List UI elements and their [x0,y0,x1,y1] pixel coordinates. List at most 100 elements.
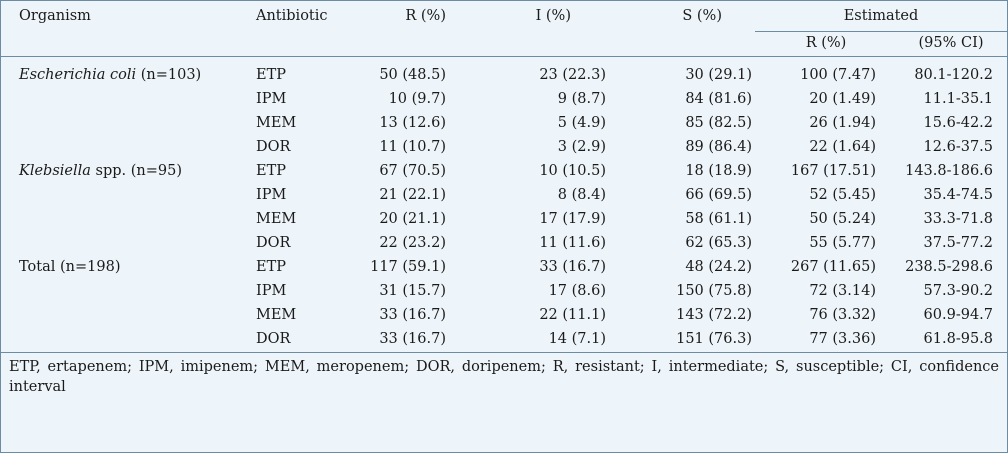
i-cell: 9 (8.7) [557,91,606,107]
r-cell: 31 (15.7) [379,283,446,299]
estimated-r-cell: 72 (3.14) [809,283,876,299]
s-cell: 18 (18.9) [685,163,752,179]
antibiotic-cell: MEM [256,115,297,131]
organism-cell: Escherichia coli (n=103) [1,57,256,89]
estimated-r-cell: 26 (1.94) [809,115,876,131]
table-row: Klebsiella spp. (n=95) ETP 67 (70.5) 10 (10… [1,160,1007,184]
s-cell: 143 (72.2) [676,307,752,323]
s-cell: 85 (82.5) [685,115,752,131]
header-r: R (%) [405,8,446,24]
organism-cell: Total (n=198) [1,256,256,280]
i-cell: 3 (2.9) [557,139,606,155]
antibiotic-cell: DOR [256,139,291,155]
header-i: I (%) [535,8,571,24]
ci-cell: 238.5-298.6 [905,259,994,275]
estimated-r-cell: 167 (17.51) [790,163,876,179]
i-cell: 22 (11.1) [539,307,606,323]
header-organism: Organism [19,8,91,24]
estimated-r-cell: 100 (7.47) [800,67,876,83]
estimated-r-cell: 77 (3.36) [809,331,876,347]
table-row: DOR 33 (16.7) 14 (7.1) 151 (76.3) 77 (3.36) 6… [1,328,1007,352]
ci-cell: 11.1-35.1 [923,91,994,107]
organism-cell [1,208,256,232]
antibiotic-cell: DOR [256,331,291,347]
r-cell: 13 (12.6) [379,115,446,131]
organism-name-rest: Total (n=198) [19,259,121,275]
i-cell: 8 (8.4) [557,187,606,203]
organism-cell [1,136,256,160]
s-cell: 84 (81.6) [685,91,752,107]
i-cell: 23 (22.3) [539,67,606,83]
i-cell: 33 (16.7) [539,259,606,275]
ci-cell: 57.3-90.2 [923,283,994,299]
antibiotic-cell: ETP [256,163,287,179]
ci-cell: 60.9-94.7 [923,307,994,323]
antibiotic-cell: MEM [256,307,297,323]
table-row: MEM 13 (12.6) 5 (4.9) 85 (82.5) 26 (1.94) 15.… [1,112,1007,136]
estimated-r-cell: 76 (3.32) [809,307,876,323]
organism-cell: Klebsiella spp. (n=95) [1,160,256,184]
ci-cell: 80.1-120.2 [914,67,994,83]
table-body: Escherichia coli (n=103) ETP 50 (48.5) 23 (… [1,57,1007,353]
organism-cell [1,280,256,304]
s-cell: 30 (29.1) [685,67,752,83]
table-row: MEM 33 (16.7) 22 (11.1) 143 (72.2) 76 (3.32)… [1,304,1007,328]
s-cell: 66 (69.5) [685,187,752,203]
r-cell: 20 (21.1) [379,211,446,227]
i-cell: 17 (17.9) [539,211,606,227]
r-cell: 33 (16.7) [379,307,446,323]
susceptibility-table: Organism Antibiotic R (%) I (%) S (%) Es… [1,1,1008,353]
table-row: MEM 20 (21.1) 17 (17.9) 58 (61.1) 50 (5.24) 3… [1,208,1007,232]
antibiotic-cell: IPM [256,283,287,299]
table-row: Total (n=198) ETP 117 (59.1) 33 (16.7) 48 (2… [1,256,1007,280]
ci-cell: 35.4-74.5 [923,187,994,203]
organism-cell [1,232,256,256]
table-row: IPM 10 (9.7) 9 (8.7) 84 (81.6) 20 (1.49) 11.1… [1,88,1007,112]
organism-cell [1,328,256,352]
i-cell: 17 (8.6) [548,283,606,299]
r-cell: 50 (48.5) [379,67,446,83]
organism-cell [1,112,256,136]
estimated-r-cell: 22 (1.64) [809,139,876,155]
table-row: DOR 22 (23.2) 11 (11.6) 62 (65.3) 55 (5.77) 3… [1,232,1007,256]
estimated-r-cell: 55 (5.77) [809,235,876,251]
antibiotic-cell: DOR [256,235,291,251]
r-cell: 10 (9.7) [388,91,446,107]
organism-name-rest: spp. (n=95) [90,163,183,179]
table-row: IPM 21 (22.1) 8 (8.4) 66 (69.5) 52 (5.45) 35.… [1,184,1007,208]
i-cell: 10 (10.5) [539,163,606,179]
r-cell: 21 (22.1) [379,187,446,203]
antibiotic-cell: IPM [256,91,287,107]
header-est-r: R (%) [805,35,847,51]
organism-cell [1,88,256,112]
table-header: Organism Antibiotic R (%) I (%) S (%) Es… [1,1,1008,57]
table-row: IPM 31 (15.7) 17 (8.6) 150 (75.8) 72 (3.14) 5… [1,280,1007,304]
organism-cell [1,304,256,328]
organism-name-rest: (n=103) [136,67,202,83]
s-cell: 58 (61.1) [685,211,752,227]
s-cell: 89 (86.4) [685,139,752,155]
r-cell: 117 (59.1) [370,259,446,275]
i-cell: 14 (7.1) [548,331,606,347]
header-estimated-label: Estimated [843,8,919,24]
ci-cell: 12.6-37.5 [923,139,994,155]
antibiotic-cell: MEM [256,211,297,227]
antibiotic-cell: ETP [256,259,287,275]
organism-cell [1,184,256,208]
header-antibiotic: Antibiotic [256,8,328,24]
s-cell: 151 (76.3) [676,331,752,347]
antibiotic-cell: IPM [256,187,287,203]
ci-cell: 15.6-42.2 [923,115,994,131]
r-cell: 67 (70.5) [379,163,446,179]
header-est-ci: (95% CI) [918,35,984,51]
estimated-r-cell: 52 (5.45) [809,187,876,203]
i-cell: 5 (4.9) [557,115,606,131]
ci-cell: 61.8-95.8 [923,331,994,347]
estimated-r-cell: 50 (5.24) [809,211,876,227]
table-footnote: ETP, ertapenem; IPM, imipenem; MEM, mero… [1,352,1007,397]
header-s: S (%) [682,8,722,24]
estimated-r-cell: 267 (11.65) [790,259,876,275]
organism-name-italic: Escherichia coli [19,67,137,83]
r-cell: 22 (23.2) [379,235,446,251]
